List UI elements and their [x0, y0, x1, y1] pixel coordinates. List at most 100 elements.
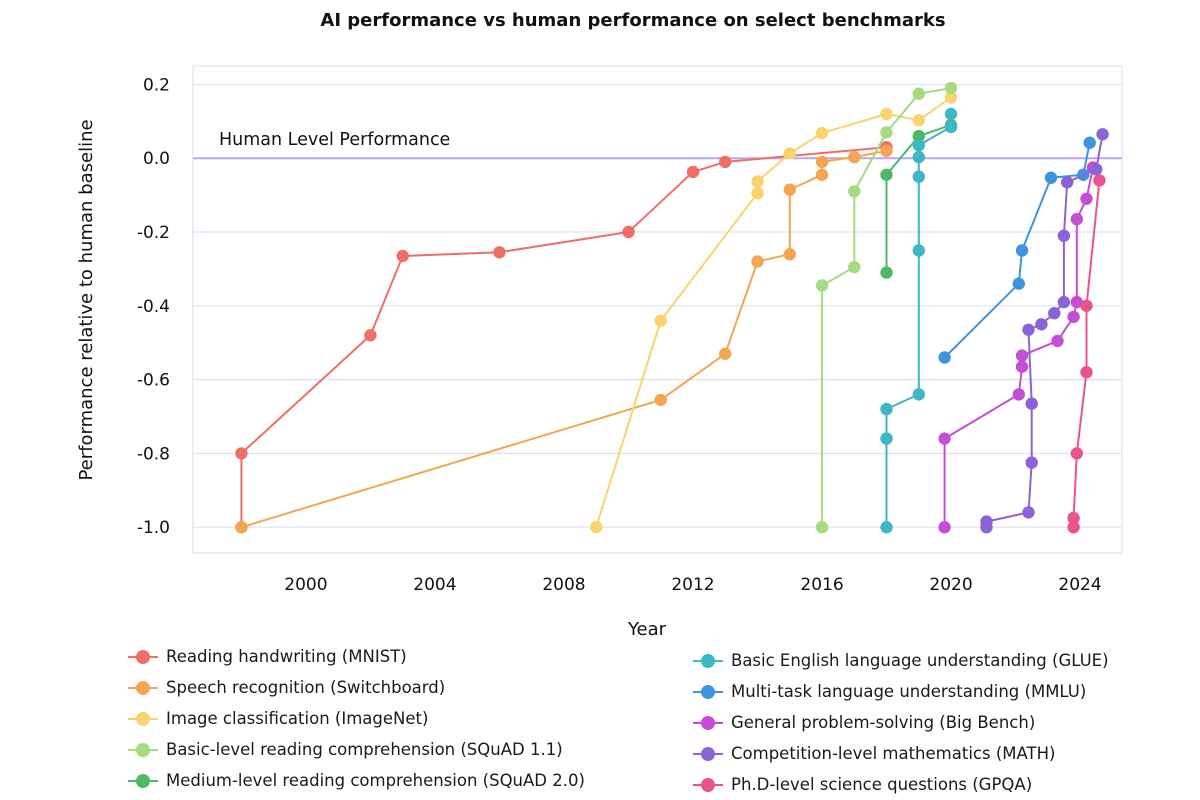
data-point: [815, 126, 829, 140]
data-point: [590, 521, 603, 534]
data-point: [1070, 212, 1084, 226]
legend-item: Reading handwriting (MNIST): [128, 641, 585, 672]
legend-label: Basic-level reading comprehension (SQuAD…: [166, 740, 563, 759]
data-point: [1025, 456, 1038, 469]
data-point: [654, 314, 667, 327]
human-baseline: Human Level Performance: [193, 130, 1122, 160]
data-point: [1080, 299, 1093, 312]
series-speech-recognition-switchboard: [235, 144, 893, 534]
legend-item: Medium-level reading comprehension (SQuA…: [128, 765, 585, 796]
legend-marker: [693, 653, 723, 668]
data-point: [938, 432, 951, 445]
data-point: [751, 175, 764, 188]
axes: 0.2 0.0 -0.2 -0.4 -0.6 -0.8 -1.0 2000 2004 2008 20…: [137, 75, 1102, 595]
data-point: [815, 279, 829, 292]
legend-label: Basic English language understanding (GL…: [731, 651, 1109, 670]
chart-title: AI performance vs human performance on s…: [320, 10, 945, 31]
legend-marker: [128, 711, 158, 726]
series-competition-level-mathematics-math: [980, 128, 1109, 534]
data-point: [938, 351, 951, 364]
legend-label: Image classification (ImageNet): [166, 709, 429, 728]
data-point: [1012, 388, 1025, 401]
data-point: [912, 388, 925, 401]
data-point: [912, 114, 925, 127]
legend-item: Competition-level mathematics (MATH): [693, 738, 1109, 769]
data-point: [980, 515, 993, 528]
y-tick-label: -0.4: [137, 297, 170, 317]
data-point: [880, 521, 893, 534]
data-point: [751, 255, 764, 268]
x-tick-label: 2020: [929, 575, 972, 595]
data-point: [880, 266, 893, 279]
x-tick-label: 2008: [542, 575, 585, 595]
data-point: [944, 91, 958, 104]
legend-label: Medium-level reading comprehension (SQuA…: [166, 771, 585, 790]
data-point: [912, 87, 925, 100]
data-point: [493, 246, 506, 259]
series-reading-handwriting-mnist: [235, 141, 893, 534]
y-tick-label: -0.2: [137, 223, 170, 243]
data-point: [1067, 521, 1080, 534]
data-point: [938, 521, 951, 534]
data-point: [1025, 397, 1038, 410]
data-point: [364, 329, 377, 342]
data-point: [1044, 171, 1058, 184]
data-point: [1051, 334, 1064, 348]
data-point: [1070, 295, 1084, 309]
data-point: [912, 150, 925, 164]
legend-marker: [693, 777, 723, 792]
data-point: [912, 170, 925, 183]
data-point: [944, 107, 958, 121]
data-point: [880, 126, 893, 139]
data-point: [1093, 174, 1106, 187]
data-point: [880, 432, 893, 445]
x-tick-label: 2004: [413, 575, 456, 595]
legend-marker: [693, 715, 723, 730]
data-point: [719, 155, 732, 169]
x-tick-label: 2016: [800, 575, 843, 595]
data-point: [1015, 244, 1029, 257]
legend-label: Reading handwriting (MNIST): [166, 647, 407, 666]
data-point: [880, 144, 893, 158]
legend-marker: [693, 684, 723, 699]
data-point: [1083, 136, 1096, 149]
series-line: [885, 114, 952, 528]
legend-label: Speech recognition (Switchboard): [166, 678, 446, 697]
data-point: [1015, 360, 1029, 373]
x-tick-label: 2024: [1058, 575, 1101, 595]
x-axis-label: Year: [627, 619, 667, 640]
data-point: [880, 107, 893, 121]
data-point: [654, 393, 667, 407]
legend-right: Basic English language understanding (GL…: [693, 645, 1109, 800]
data-point: [1057, 295, 1071, 309]
legend-item: Speech recognition (Switchboard): [128, 672, 585, 703]
legend-item: Multi-task language understanding (MMLU): [693, 676, 1109, 707]
legend-item: General problem-solving (Big Bench): [693, 707, 1109, 738]
legend-item: Basic English language understanding (GL…: [693, 645, 1109, 676]
legend-label: Multi-task language understanding (MMLU): [731, 682, 1087, 701]
series-line: [943, 167, 1094, 528]
data-point: [1090, 163, 1103, 176]
legend-label: Ph.D-level science questions (GPQA): [731, 775, 1033, 794]
series-line: [885, 124, 952, 273]
data-point: [686, 165, 700, 179]
data-point: [1067, 310, 1080, 324]
x-tick-label: 2000: [284, 575, 327, 595]
human-baseline-label: Human Level Performance: [219, 130, 450, 150]
data-point: [944, 81, 958, 95]
y-tick-label: 0.2: [143, 75, 170, 95]
y-tick-label: -0.8: [137, 444, 170, 464]
y-axis-label: Performance relative to human baseline: [76, 119, 97, 480]
legend-marker: [128, 680, 158, 695]
data-point: [1096, 128, 1109, 141]
legend-left: Reading handwriting (MNIST) Speech recogn…: [128, 641, 585, 796]
data-point: [235, 521, 248, 534]
series-multi-task-language-understanding-mmlu: [938, 136, 1096, 364]
data-point: [1035, 318, 1048, 331]
data-point: [1012, 277, 1025, 290]
series-basic-level-reading-comprehension-squad-1-1: [815, 81, 958, 534]
data-point: [783, 147, 796, 160]
data-point: [622, 225, 635, 239]
legend-item: Basic-level reading comprehension (SQuAD…: [128, 734, 585, 765]
data-point: [235, 447, 248, 460]
